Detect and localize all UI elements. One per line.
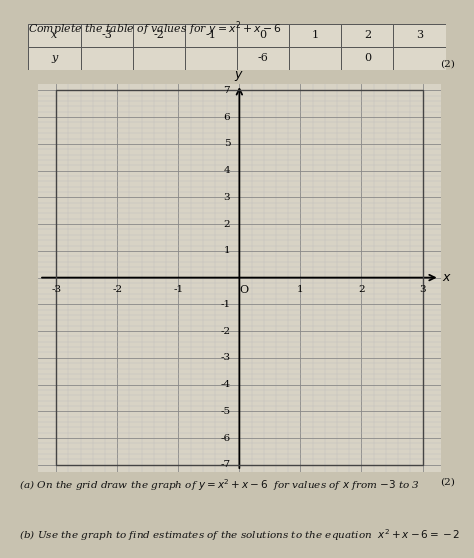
- FancyBboxPatch shape: [133, 24, 185, 47]
- Text: -7: -7: [220, 460, 230, 469]
- FancyBboxPatch shape: [81, 47, 133, 70]
- FancyBboxPatch shape: [289, 24, 341, 47]
- Text: -4: -4: [220, 380, 230, 389]
- FancyBboxPatch shape: [289, 47, 341, 70]
- FancyBboxPatch shape: [237, 24, 289, 47]
- FancyBboxPatch shape: [28, 47, 81, 70]
- Text: $y$: $y$: [235, 69, 244, 83]
- Text: -2: -2: [220, 326, 230, 335]
- FancyBboxPatch shape: [81, 24, 133, 47]
- Text: (2): (2): [440, 60, 455, 69]
- Text: y: y: [51, 54, 58, 63]
- Text: -1: -1: [206, 31, 216, 40]
- FancyBboxPatch shape: [393, 47, 446, 70]
- Text: -6: -6: [258, 54, 268, 63]
- Text: 4: 4: [224, 166, 230, 175]
- Text: x: x: [51, 31, 58, 40]
- Text: -3: -3: [101, 31, 112, 40]
- Text: 1: 1: [224, 247, 230, 256]
- Text: 1: 1: [297, 285, 304, 294]
- Text: 2: 2: [358, 285, 365, 294]
- Text: 3: 3: [419, 285, 426, 294]
- Text: (a) On the grid draw the graph of $y = x^2 + x - 6$  for values of $x$ from $-3$: (a) On the grid draw the graph of $y = x…: [19, 477, 420, 493]
- FancyBboxPatch shape: [185, 47, 237, 70]
- FancyBboxPatch shape: [341, 24, 393, 47]
- FancyBboxPatch shape: [133, 47, 185, 70]
- Text: -1: -1: [220, 300, 230, 309]
- Text: 0: 0: [259, 31, 267, 40]
- Text: -3: -3: [51, 285, 61, 294]
- Text: -5: -5: [220, 407, 230, 416]
- FancyBboxPatch shape: [341, 47, 393, 70]
- Text: 3: 3: [224, 193, 230, 202]
- Text: -6: -6: [220, 434, 230, 442]
- Text: $x$: $x$: [442, 271, 452, 284]
- FancyBboxPatch shape: [393, 24, 446, 47]
- Text: -2: -2: [154, 31, 164, 40]
- Text: 1: 1: [311, 31, 319, 40]
- Text: 7: 7: [224, 86, 230, 95]
- Text: 3: 3: [416, 31, 423, 40]
- FancyBboxPatch shape: [237, 47, 289, 70]
- Text: -2: -2: [112, 285, 122, 294]
- Text: 0: 0: [364, 54, 371, 63]
- Text: -1: -1: [173, 285, 183, 294]
- Text: O: O: [240, 285, 249, 295]
- Text: 5: 5: [224, 140, 230, 148]
- Text: 6: 6: [224, 113, 230, 122]
- Text: 2: 2: [224, 220, 230, 229]
- Text: Complete the table of values for $y = x^2 + x - 6$: Complete the table of values for $y = x^…: [28, 20, 282, 38]
- Text: (2): (2): [440, 477, 455, 486]
- FancyBboxPatch shape: [185, 24, 237, 47]
- Text: -3: -3: [220, 353, 230, 362]
- Text: 2: 2: [364, 31, 371, 40]
- FancyBboxPatch shape: [28, 24, 81, 47]
- Text: (b) Use the graph to find estimates of the solutions to the equation  $x^2 + x -: (b) Use the graph to find estimates of t…: [19, 527, 460, 543]
